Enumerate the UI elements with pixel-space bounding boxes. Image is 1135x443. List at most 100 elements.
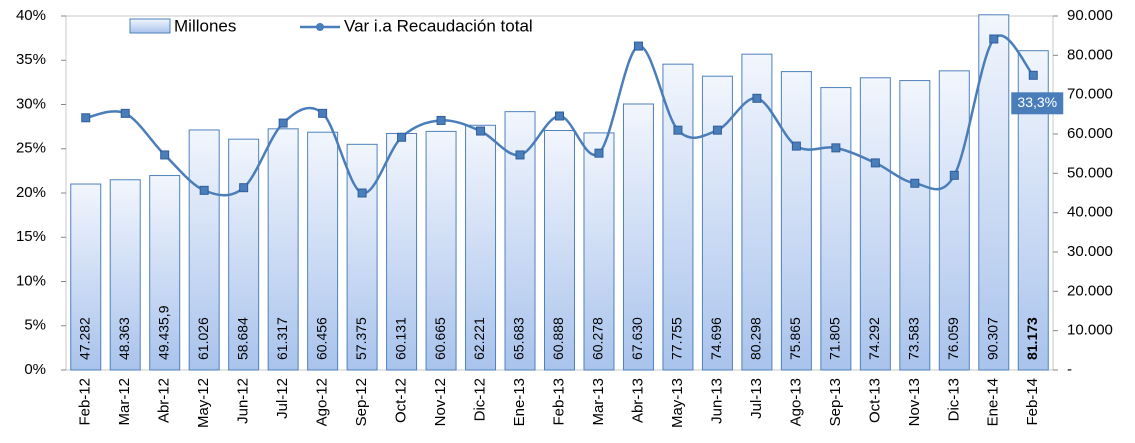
line-marker <box>949 170 959 180</box>
bar-value-label: 58.684 <box>234 317 250 360</box>
x-tick-label: May-13 <box>669 378 686 428</box>
bar-value-label: 65.683 <box>511 317 527 360</box>
y-tick-label: 0% <box>24 361 46 378</box>
x-tick-label: Dic-13 <box>945 378 962 421</box>
y-tick-label: 20% <box>16 184 46 201</box>
bar-value-label: 81.173 <box>1024 317 1040 360</box>
line <box>85 34 1035 197</box>
line-marker <box>910 178 920 188</box>
bar <box>701 75 733 371</box>
bar-value-label: 61.317 <box>274 317 290 360</box>
y-tick-label: 35% <box>16 51 46 68</box>
legend-marker <box>316 23 324 31</box>
bar <box>188 129 220 371</box>
line-marker <box>120 108 130 118</box>
bar <box>425 130 457 371</box>
bar-value-label: 75.865 <box>787 317 803 360</box>
x-tick-label: Oct-13 <box>866 378 883 423</box>
line-marker <box>397 132 407 142</box>
bar-value-label: 60.456 <box>313 317 329 360</box>
bar-value-label: 57.375 <box>353 317 369 360</box>
line-marker <box>436 115 446 125</box>
bar <box>307 131 339 371</box>
x-tick-label: Nov-12 <box>432 378 449 426</box>
bar-value-label: 60.278 <box>590 317 606 360</box>
x-tick-label: Ago-12 <box>314 378 331 426</box>
line-marker <box>199 185 209 195</box>
line-marker <box>515 150 525 160</box>
bar-value-label: 60.665 <box>432 317 448 360</box>
bar-value-label: 67.630 <box>629 317 645 360</box>
line-marker <box>476 126 486 136</box>
line-marker <box>239 183 249 193</box>
x-tick-label: Jun-12 <box>235 378 252 424</box>
bar <box>109 179 141 371</box>
bar <box>899 80 931 371</box>
bar-value-label: 71.805 <box>827 317 843 360</box>
bar <box>386 132 418 371</box>
line-marker <box>278 118 288 128</box>
line-marker <box>1028 70 1038 80</box>
y2-tick-label: 30.000 <box>1067 243 1113 260</box>
bar <box>70 183 102 371</box>
line-marker <box>633 41 643 51</box>
x-tick-label: May-12 <box>195 378 212 428</box>
y-tick-label: 10% <box>16 272 46 289</box>
line-marker <box>752 93 762 103</box>
x-tick-label: Oct-12 <box>393 378 410 423</box>
bar-value-label: 61.026 <box>195 317 211 360</box>
x-tick-label: Jun-13 <box>708 378 725 424</box>
y2-tick-label: 70.000 <box>1067 86 1113 103</box>
x-tick-label: Dic-12 <box>472 378 489 421</box>
y-tick-label: 15% <box>16 228 46 245</box>
bar-value-label: 62.221 <box>471 317 487 360</box>
line-marker <box>712 125 722 135</box>
bar <box>228 138 260 371</box>
bar <box>583 132 615 371</box>
x-tick-label: Nov-13 <box>906 378 923 426</box>
bar <box>149 175 181 371</box>
x-tick-label: Feb-13 <box>550 378 567 426</box>
x-tick-label: Abr-13 <box>629 378 646 423</box>
x-tick-label: Sep-12 <box>353 378 370 426</box>
x-tick-label: Mar-12 <box>116 378 133 426</box>
bar <box>544 130 575 371</box>
line-marker <box>357 188 367 198</box>
line-marker <box>673 125 683 135</box>
line-marker <box>831 143 841 153</box>
x-tick-label: Jul-12 <box>274 378 291 419</box>
y2-tick-label: 60.000 <box>1067 125 1113 142</box>
bar-value-label: 47.282 <box>76 317 92 360</box>
x-tick-label: Ago-13 <box>787 378 804 426</box>
line-marker <box>594 148 604 158</box>
y-tick-label: 5% <box>24 317 46 334</box>
line-marker <box>318 108 328 118</box>
x-tick-label: Sep-13 <box>827 378 844 426</box>
x-tick-label: Feb-12 <box>77 378 94 426</box>
bar-value-label: 60.888 <box>550 317 566 360</box>
x-tick-label: Feb-14 <box>1024 378 1041 426</box>
bar-value-label: 74.696 <box>708 317 724 360</box>
line-marker <box>791 141 801 151</box>
bar <box>465 124 497 371</box>
bar-value-label: 48.363 <box>116 317 132 360</box>
bar <box>780 71 812 371</box>
y2-tick-label: 20.000 <box>1067 282 1113 299</box>
y-tick-label: 25% <box>16 140 46 157</box>
bar-value-label: 90.307 <box>984 317 1000 360</box>
y2-tick-label: 50.000 <box>1067 164 1113 181</box>
y2-tick-label: 40.000 <box>1067 204 1113 221</box>
data-label-box <box>1011 92 1064 115</box>
bar <box>267 128 299 371</box>
bar <box>938 70 970 371</box>
line-marker <box>81 113 91 123</box>
y2-tick-label: 10.000 <box>1067 322 1113 339</box>
bar-value-label: 49.435,9 <box>155 305 171 360</box>
y2-tick-label: - <box>1067 361 1072 378</box>
line-marker <box>989 34 999 44</box>
y2-tick-label: 90.000 <box>1067 7 1113 24</box>
bar <box>662 63 694 371</box>
legend-label: Millones <box>174 16 236 35</box>
bar-value-label: 77.755 <box>669 317 685 360</box>
